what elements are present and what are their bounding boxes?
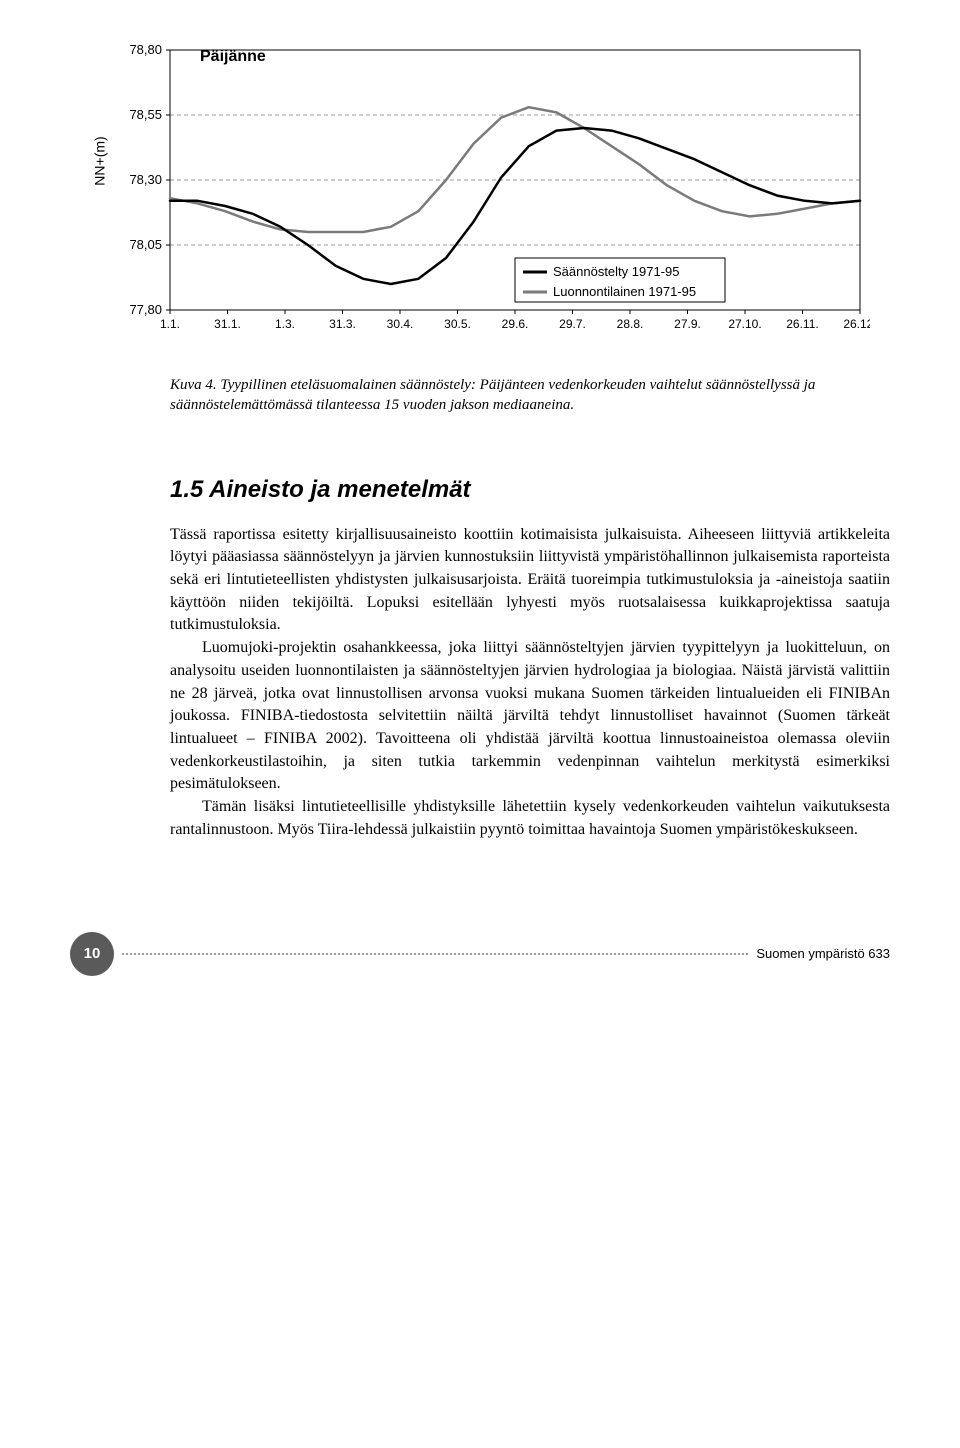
publication-name: Suomen ympäristö 633 <box>756 946 890 961</box>
svg-text:26.12.: 26.12. <box>843 317 870 331</box>
paragraph: Tässä raportissa esitetty kirjallisuusai… <box>170 524 890 638</box>
svg-text:78,05: 78,05 <box>129 237 162 252</box>
chart-svg: 78,80 78,55 78,30 78,05 77,801.1. 31.1. 1.3. 31… <box>110 40 870 340</box>
chart-title: Päijänne <box>200 48 266 66</box>
svg-text:29.7.: 29.7. <box>559 317 586 331</box>
body-text: Tässä raportissa esitetty kirjallisuusai… <box>170 524 890 842</box>
water-level-chart: NN+(m) Päijänne 78,8078,5578,3078,0577,8… <box>110 40 890 345</box>
svg-text:31.1.: 31.1. <box>214 317 241 331</box>
svg-text:27.10.: 27.10. <box>728 317 761 331</box>
svg-text:77,80: 77,80 <box>129 302 162 317</box>
svg-text:28.8.: 28.8. <box>617 317 644 331</box>
svg-text:78,30: 78,30 <box>129 172 162 187</box>
section-heading: 1.5 Aineisto ja menetelmät <box>170 476 890 504</box>
y-axis-label: NN+(m) <box>92 136 108 185</box>
svg-text:30.5.: 30.5. <box>444 317 471 331</box>
svg-text:78,80: 78,80 <box>129 42 162 57</box>
footer-dots <box>122 953 748 955</box>
svg-text:27.9.: 27.9. <box>674 317 701 331</box>
svg-text:26.11.: 26.11. <box>786 317 818 331</box>
svg-text:30.4.: 30.4. <box>387 317 414 331</box>
paragraph: Luomujoki-projektin osahankkeessa, joka … <box>170 637 890 796</box>
svg-text:Säännöstelty 1971-95: Säännöstelty 1971-95 <box>553 264 679 279</box>
svg-text:1.3.: 1.3. <box>275 317 295 331</box>
page-footer: 10 Suomen ympäristö 633 <box>70 932 890 976</box>
caption-text: Tyypillinen eteläsuomalainen säännöstely… <box>170 377 815 413</box>
paragraph: Tämän lisäksi lintutieteellisille yhdist… <box>170 796 890 841</box>
svg-text:78,55: 78,55 <box>129 107 162 122</box>
svg-text:29.6.: 29.6. <box>502 317 529 331</box>
svg-text:31.3.: 31.3. <box>329 317 356 331</box>
caption-label: Kuva 4. <box>170 377 217 393</box>
svg-text:Luonnontilainen 1971-95: Luonnontilainen 1971-95 <box>553 284 696 299</box>
page-number: 10 <box>70 932 114 976</box>
figure-caption: Kuva 4. Tyypillinen eteläsuomalainen sää… <box>170 375 890 416</box>
svg-text:1.1.: 1.1. <box>160 317 180 331</box>
